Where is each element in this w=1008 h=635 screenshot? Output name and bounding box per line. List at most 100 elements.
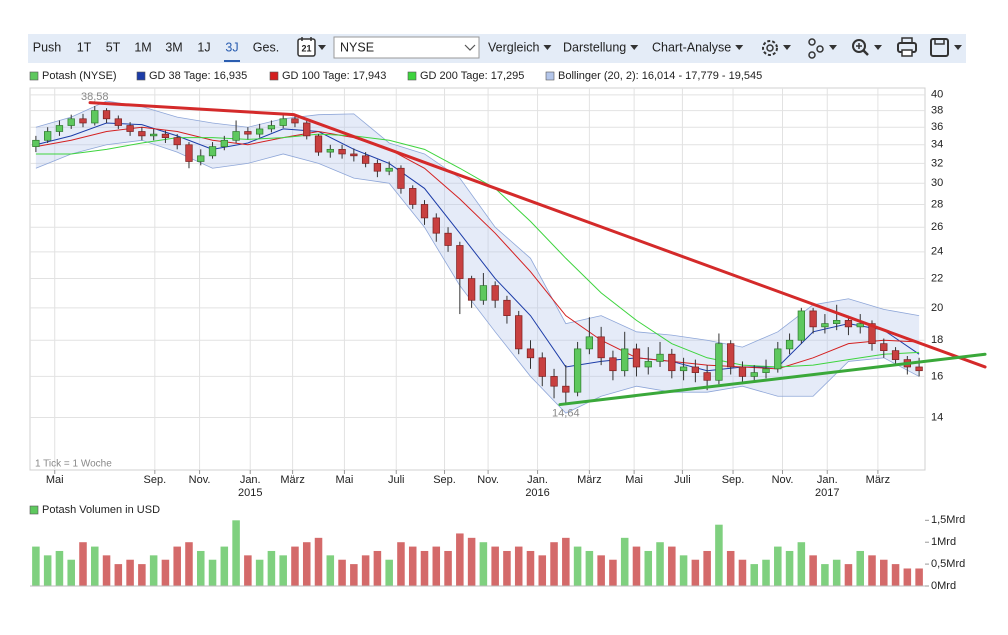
settings-button[interactable] bbox=[762, 40, 791, 56]
x-tick-label: Nov. bbox=[477, 474, 499, 486]
candle-body bbox=[197, 155, 205, 162]
x-year-label: 2015 bbox=[238, 487, 262, 499]
volume-bar bbox=[102, 555, 111, 586]
x-tick-label: Mai bbox=[46, 474, 64, 486]
range-button[interactable]: 1M bbox=[134, 40, 151, 54]
volume-bar bbox=[856, 550, 864, 586]
calendar-button[interactable]: 21 bbox=[297, 37, 326, 57]
legend-label: GD 100 Tage: 17,943 bbox=[282, 70, 386, 82]
candle-body bbox=[361, 155, 370, 164]
volume-bar bbox=[432, 546, 441, 586]
candle-body bbox=[585, 336, 594, 350]
volume-bar bbox=[703, 550, 711, 586]
zoom-button[interactable] bbox=[852, 39, 882, 56]
candle-body bbox=[833, 320, 841, 324]
volume-bar bbox=[762, 559, 770, 586]
legend-swatch bbox=[29, 71, 39, 81]
menu-button[interactable]: Darstellung bbox=[563, 40, 626, 54]
save-button[interactable] bbox=[930, 38, 962, 57]
candle-body bbox=[727, 343, 735, 368]
range-button[interactable]: 3M bbox=[165, 40, 182, 54]
y-tick-label: 24 bbox=[931, 246, 943, 258]
volume-bar bbox=[43, 555, 52, 586]
legend-label: GD 38 Tage: 16,935 bbox=[149, 70, 247, 82]
candle-body bbox=[232, 131, 240, 141]
legend-swatch bbox=[136, 71, 146, 81]
candle-body bbox=[456, 245, 464, 279]
candle-body bbox=[691, 366, 700, 373]
x-tick-label: Jan. bbox=[527, 474, 548, 486]
print-button[interactable] bbox=[897, 37, 917, 57]
indicator-button[interactable] bbox=[808, 38, 837, 59]
volume-bar bbox=[668, 546, 676, 586]
y-tick-label: 22 bbox=[931, 272, 943, 284]
menu-button[interactable]: Vergleich bbox=[488, 40, 539, 54]
candle-body bbox=[32, 139, 40, 147]
candle-body bbox=[373, 163, 382, 172]
candle-body bbox=[715, 343, 723, 381]
volume-bar bbox=[526, 550, 535, 586]
candle-body bbox=[432, 217, 440, 234]
x-tick-label: Nov. bbox=[772, 474, 794, 486]
range-button[interactable]: Push bbox=[33, 40, 62, 54]
volume-bar bbox=[785, 550, 794, 586]
volume-bar bbox=[267, 550, 276, 586]
exchange-select[interactable]: NYSE bbox=[333, 36, 480, 59]
volume-bar bbox=[891, 564, 900, 586]
legend-swatch bbox=[545, 71, 555, 81]
x-tick-label: Juli bbox=[674, 474, 691, 486]
node-icon bbox=[808, 51, 816, 59]
dropdown-arrow bbox=[783, 45, 791, 50]
legend-swatch bbox=[269, 71, 279, 81]
y-tick-label: 20 bbox=[931, 302, 943, 314]
candle-body bbox=[338, 148, 346, 155]
range-button[interactable]: 1T bbox=[77, 40, 92, 54]
range-button[interactable]: 1J bbox=[197, 40, 210, 54]
range-button[interactable]: 3J bbox=[225, 40, 238, 54]
footnote: 1 Tick = 1 Woche bbox=[35, 459, 112, 470]
volume-bar bbox=[208, 559, 217, 586]
y-tick-label: 32 bbox=[931, 157, 943, 169]
dropdown-arrow bbox=[735, 45, 744, 50]
volume-bar bbox=[220, 546, 229, 586]
candle-body bbox=[491, 285, 499, 301]
y-tick-label: 14 bbox=[931, 411, 943, 423]
volume-bar bbox=[91, 546, 99, 586]
volume-bar bbox=[832, 559, 841, 586]
x-tick-label: März bbox=[577, 474, 601, 486]
toolbar bbox=[28, 34, 966, 63]
volume-bar bbox=[609, 559, 617, 586]
volume-bar bbox=[302, 542, 311, 586]
volume-bar bbox=[79, 542, 87, 586]
candle-body bbox=[150, 133, 158, 137]
candle-body bbox=[126, 125, 134, 132]
menu-button[interactable]: Chart-Analyse bbox=[652, 40, 731, 54]
range-button[interactable]: Ges. bbox=[253, 40, 279, 54]
volume-bar bbox=[844, 564, 853, 586]
volume-bar bbox=[726, 550, 735, 586]
candle-body bbox=[479, 285, 488, 301]
volume-bar bbox=[385, 559, 393, 586]
volume-bar bbox=[456, 533, 464, 586]
x-tick-label: Mai bbox=[625, 474, 643, 486]
volume-bar bbox=[597, 555, 605, 586]
candle-body bbox=[797, 310, 805, 341]
range-button[interactable]: 5T bbox=[106, 40, 121, 54]
printer-icon bbox=[901, 49, 913, 57]
volume-bar bbox=[467, 537, 476, 586]
volume-bar bbox=[232, 520, 240, 586]
save-icon bbox=[934, 38, 945, 45]
candle-body bbox=[314, 135, 323, 153]
volume-bar bbox=[361, 555, 370, 586]
volume-bar bbox=[585, 550, 594, 586]
volume-bar bbox=[32, 546, 40, 586]
zoom-icon bbox=[852, 39, 866, 53]
volume-bar bbox=[55, 550, 64, 586]
annotation: 38,58 bbox=[81, 91, 109, 103]
volume-bar bbox=[291, 546, 299, 586]
bollinger-upper bbox=[35, 100, 920, 348]
volume-bar bbox=[868, 555, 876, 586]
y-tick-label: 38 bbox=[931, 105, 943, 117]
